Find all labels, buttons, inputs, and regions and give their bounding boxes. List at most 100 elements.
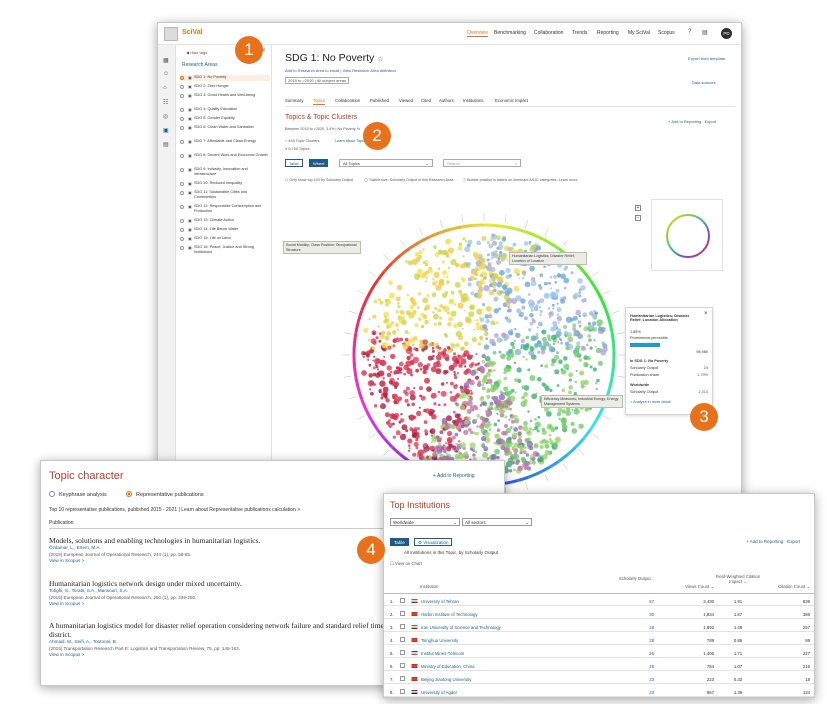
topic-bubble[interactable] <box>567 336 574 343</box>
topic-bubble[interactable] <box>457 302 464 309</box>
topic-bubble[interactable] <box>479 282 482 285</box>
topic-bubble[interactable] <box>514 391 517 394</box>
topic-bubble[interactable] <box>367 380 375 387</box>
tab-authors[interactable]: Authors <box>439 98 454 103</box>
topic-bubble[interactable] <box>496 412 499 415</box>
topic-bubble[interactable] <box>493 308 499 314</box>
topic-bubble[interactable] <box>379 300 384 305</box>
table-row[interactable]: 1. University of Tehran 57 3,430 1.91 839 <box>384 596 814 606</box>
topic-bubble[interactable] <box>484 417 489 423</box>
topic-bubble[interactable] <box>508 390 513 395</box>
topic-bubble[interactable] <box>417 292 422 296</box>
topic-bubble[interactable] <box>476 268 479 271</box>
topic-bubble[interactable] <box>421 348 425 352</box>
topic-bubble[interactable] <box>411 343 415 347</box>
topic-bubble[interactable] <box>438 304 441 307</box>
institution-name[interactable]: University of Agder <box>421 690 458 695</box>
topic-bubble[interactable] <box>438 280 444 287</box>
topic-bubble[interactable] <box>387 345 392 350</box>
topic-bubble[interactable] <box>522 276 525 280</box>
topic-bubble[interactable] <box>552 307 555 310</box>
topic-bubble[interactable] <box>499 269 505 276</box>
topic-bubble[interactable] <box>477 288 483 295</box>
topic-bubble[interactable] <box>555 326 559 330</box>
topic-bubble[interactable] <box>504 415 508 419</box>
topic-bubble[interactable] <box>449 298 454 303</box>
topic-bubble[interactable] <box>475 353 478 356</box>
topic-bubble[interactable] <box>560 273 566 280</box>
topic-bubble[interactable] <box>512 242 517 247</box>
topic-bubble[interactable] <box>560 298 566 304</box>
topic-bubble[interactable] <box>399 433 407 441</box>
topic-bubble[interactable] <box>476 326 481 331</box>
topic-bubble[interactable] <box>515 461 520 466</box>
topic-bubble[interactable] <box>446 280 450 284</box>
topic-bubble[interactable] <box>466 408 472 414</box>
topic-bubble[interactable] <box>459 452 462 455</box>
topic-bubble[interactable] <box>486 241 490 244</box>
topic-bubble[interactable] <box>388 292 395 299</box>
add-to-reporting-link[interactable]: + Add to Reporting <box>433 473 475 479</box>
topic-bubble[interactable] <box>559 338 563 342</box>
topic-bubble[interactable] <box>410 373 414 377</box>
topic-bubble[interactable] <box>453 370 456 374</box>
topic-bubble[interactable] <box>486 258 490 262</box>
topic-bubble[interactable] <box>435 368 442 375</box>
topic-bubble[interactable] <box>437 351 442 356</box>
topic-bubble[interactable] <box>556 351 559 355</box>
globe-icon[interactable]: ◎ <box>163 114 169 120</box>
topic-bubble[interactable] <box>431 449 435 452</box>
topic-bubble[interactable] <box>425 304 431 310</box>
topic-bubble[interactable] <box>447 247 454 254</box>
row-checkbox[interactable] <box>400 637 405 642</box>
sidebar-item-sdg-3[interactable]: ▣ SDG 3: Good Health and Well-being <box>180 93 270 104</box>
topic-bubble[interactable] <box>578 314 581 318</box>
topic-bubble[interactable] <box>458 440 461 443</box>
topic-bubble[interactable] <box>411 258 418 265</box>
topic-bubble[interactable] <box>407 444 411 447</box>
topic-bubble[interactable] <box>568 385 573 390</box>
star-icon[interactable]: ☆ <box>377 56 384 63</box>
topic-bubble[interactable] <box>439 316 443 320</box>
institution-name[interactable]: Harbin Institute of Technology <box>421 612 478 617</box>
topic-bubble[interactable] <box>581 298 585 303</box>
topic-bubble[interactable] <box>486 253 490 257</box>
topic-bubble[interactable] <box>441 292 448 298</box>
view-in-scopus-link[interactable]: View in Scopus > <box>49 558 85 563</box>
topic-bubble[interactable] <box>523 446 527 449</box>
topic-bubble[interactable] <box>534 421 541 428</box>
topic-bubble[interactable] <box>433 410 436 413</box>
topic-bubble[interactable] <box>481 369 485 373</box>
scholarly-output-value[interactable]: 57 <box>649 599 654 604</box>
topic-bubble[interactable] <box>574 380 577 383</box>
topic-bubble[interactable] <box>548 433 552 437</box>
topic-bubble[interactable] <box>528 303 535 309</box>
nav-scopus[interactable]: Scopus <box>658 30 675 36</box>
topic-bubble[interactable] <box>507 308 512 313</box>
topic-bubble[interactable] <box>578 358 582 362</box>
topic-bubble[interactable] <box>447 322 452 327</box>
topic-bubble[interactable] <box>544 449 551 456</box>
topic-bubble[interactable] <box>384 412 390 418</box>
topic-bubble[interactable] <box>458 363 463 368</box>
region-select[interactable]: Worldwide ⌄ <box>390 518 460 526</box>
topic-bubble[interactable] <box>521 395 525 400</box>
topic-bubble[interactable] <box>476 382 482 388</box>
topic-bubble[interactable] <box>490 267 496 272</box>
topic-bubble[interactable] <box>526 441 533 448</box>
topic-bubble[interactable] <box>529 313 534 318</box>
topic-bubble[interactable] <box>496 337 503 343</box>
topic-bubble[interactable] <box>418 406 421 409</box>
topic-bubble[interactable] <box>593 309 596 313</box>
topic-bubble[interactable] <box>378 339 382 343</box>
topic-bubble[interactable] <box>437 447 441 451</box>
topic-bubble[interactable] <box>368 318 371 321</box>
topic-bubble[interactable] <box>523 316 528 321</box>
topic-bubble[interactable] <box>596 323 600 327</box>
topic-bubble[interactable] <box>395 296 401 302</box>
topic-bubble[interactable] <box>455 330 462 338</box>
radio-button[interactable] <box>180 140 184 144</box>
topic-bubble[interactable] <box>578 423 584 429</box>
topic-bubble[interactable] <box>467 416 471 420</box>
topic-bubble[interactable] <box>498 408 504 414</box>
